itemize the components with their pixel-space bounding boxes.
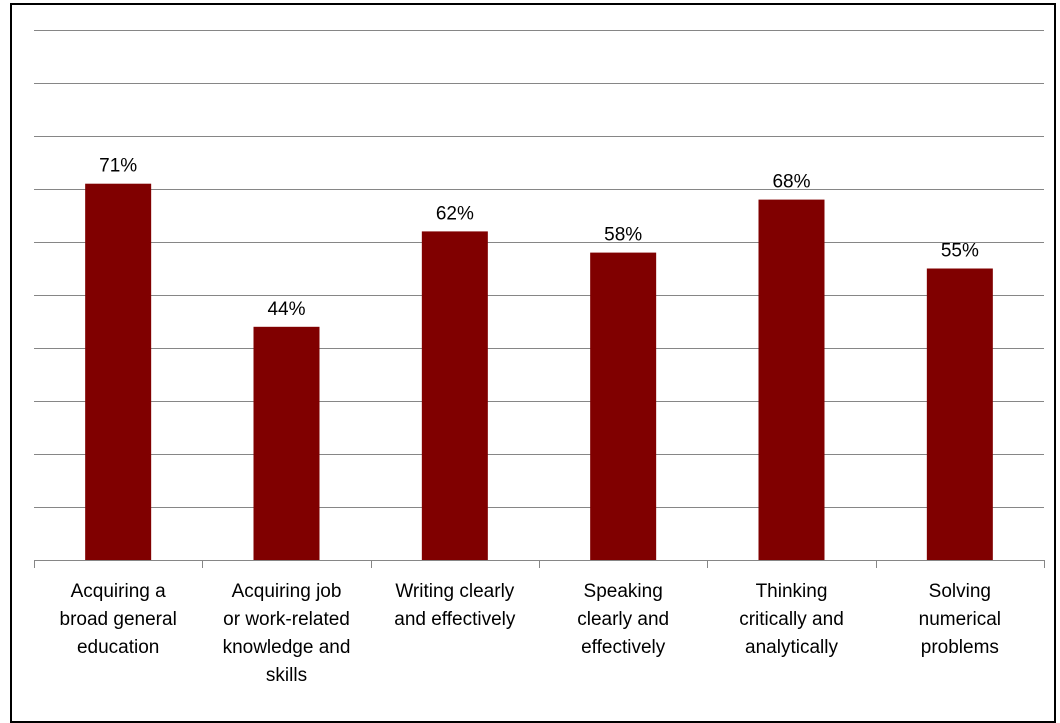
- bar: [926, 268, 993, 560]
- chart-frame: [10, 3, 1056, 723]
- x-tick-label: Speaking clearly and effectively: [577, 581, 669, 658]
- data-label: 62%: [436, 203, 474, 224]
- data-label: 71%: [99, 156, 137, 177]
- bar: [253, 326, 320, 560]
- bar: [421, 231, 488, 560]
- data-label: 44%: [267, 299, 305, 320]
- x-tick-label: Solving numerical problems: [919, 581, 1001, 658]
- bar: [590, 252, 657, 560]
- bar-chart: 71% Acquiring a broad general education 44% A…: [34, 30, 1045, 686]
- bar: [85, 183, 152, 560]
- x-tick-label: Acquiring job or work-related knowledge an…: [223, 581, 351, 686]
- data-label: 55%: [941, 241, 979, 262]
- x-tick-label: Thinking critically and analytically: [739, 581, 844, 658]
- data-label: 58%: [604, 225, 642, 246]
- x-tick-label: Acquiring a broad general education: [60, 581, 177, 658]
- data-label: 68%: [772, 172, 810, 193]
- bar: [758, 199, 825, 560]
- x-tick-label: Writing clearly and effectively: [394, 581, 516, 630]
